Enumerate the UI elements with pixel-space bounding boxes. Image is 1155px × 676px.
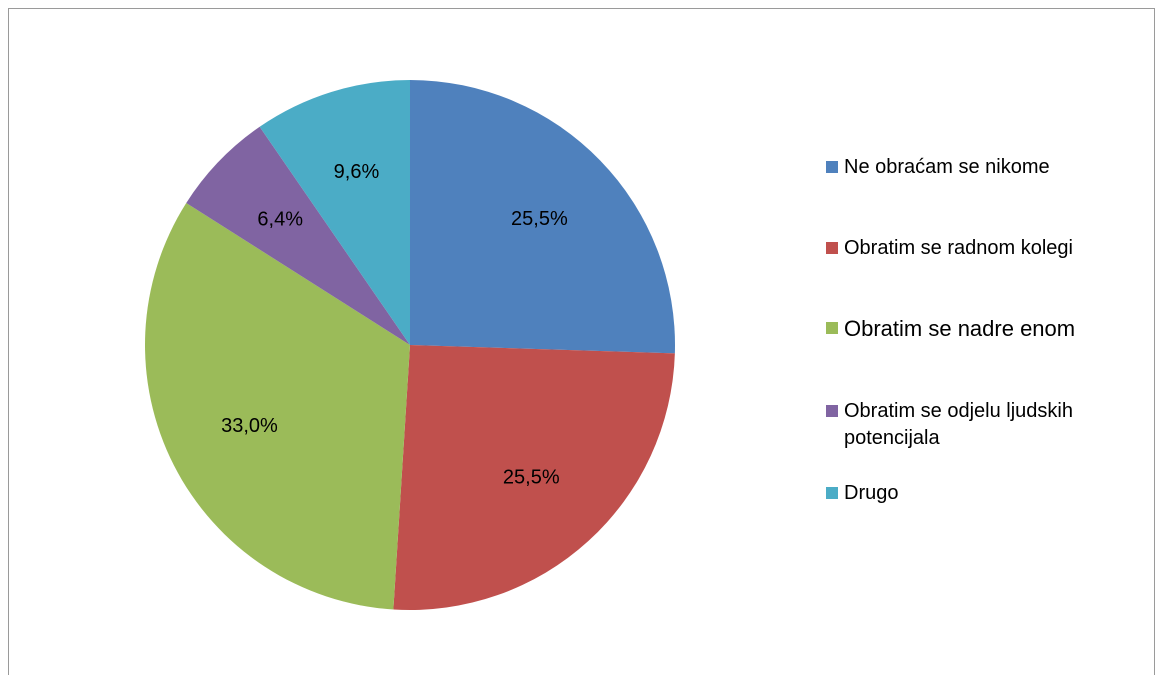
legend-label: Drugo [844, 482, 899, 504]
legend-label: Ne obraćam se nikome [844, 156, 1050, 178]
label-drugo: 9,6% [334, 161, 380, 183]
label-radnom-kolegi: 25,5% [503, 467, 560, 489]
slice-radnom-kolegi [393, 345, 675, 610]
legend-item: Drugo [826, 480, 1144, 507]
legend-swatch [826, 487, 838, 499]
legend-item: Obratim se radnom kolegi [826, 235, 1144, 262]
legend-swatch [826, 242, 838, 254]
slice-ljudskih-potencijala [186, 126, 410, 346]
pie-slices [144, 80, 676, 610]
legend-swatch [826, 161, 838, 173]
slice-nadredenom [144, 203, 410, 610]
legend-swatch [826, 322, 838, 334]
legend-item: Ne obraćam se nikome [826, 154, 1144, 181]
pie-chart: 25,5% 25,5% 33,0% 6,4% 9,6% [144, 80, 676, 610]
legend: Ne obraćam se nikome Obratim se radnom k… [826, 9, 1155, 676]
pie-labels: 25,5% 25,5% 33,0% 6,4% 9,6% [221, 161, 568, 488]
slice-drugo [259, 80, 410, 345]
legend-item: Obratim se odjelu ljudskih potencijala [826, 398, 1124, 452]
chart-area: 25,5% 25,5% 33,0% 6,4% 9,6% Ne obraćam se ni… [8, 8, 1155, 675]
legend-label: Obratim se odjelu ljudskih potencijala [844, 400, 1073, 449]
legend-label: Obratim se radnom kolegi [844, 237, 1073, 259]
legend-label: Obratim se nadre enom [844, 316, 1076, 341]
label-ljudskih-potencijala: 6,4% [257, 208, 303, 230]
legend-swatch [826, 405, 838, 417]
label-nadredenom: 33,0% [221, 415, 278, 437]
slice-ne-obracam [410, 80, 676, 354]
legend-item: Obratim se nadre enom [826, 315, 1144, 342]
label-ne-obracam: 25,5% [511, 208, 568, 230]
